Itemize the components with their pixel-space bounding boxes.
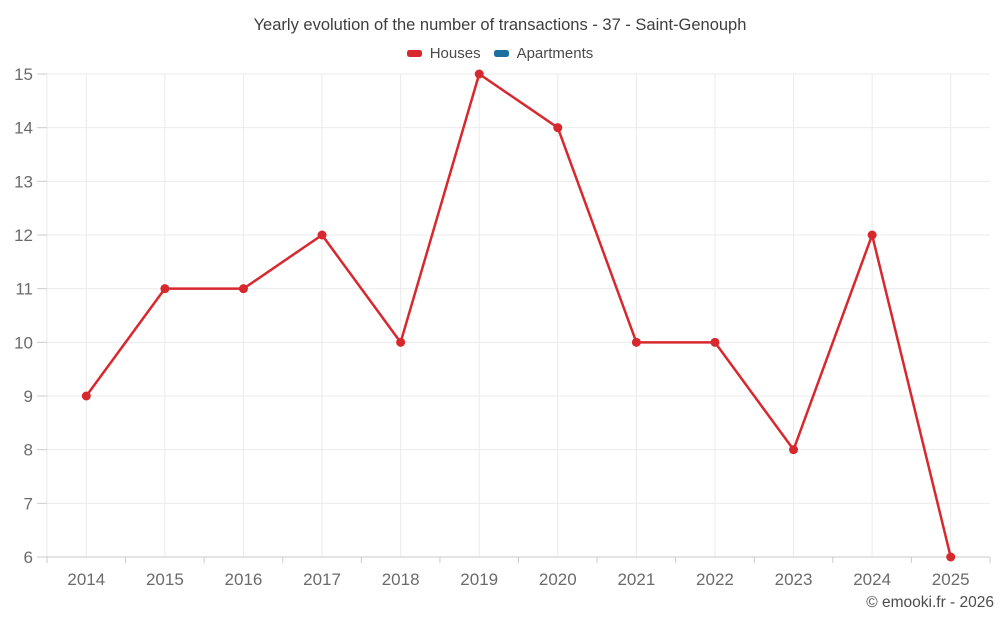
legend-item-apartments[interactable]: Apartments <box>493 45 594 62</box>
chart-title: Yearly evolution of the number of transa… <box>253 16 747 34</box>
data-point[interactable] <box>474 69 484 79</box>
x-axis-label: 2018 <box>382 570 420 589</box>
data-point[interactable] <box>81 391 91 401</box>
data-point[interactable] <box>160 284 170 294</box>
x-axis-label: 2022 <box>696 570 734 589</box>
data-point[interactable] <box>553 123 563 133</box>
y-axis-label: 14 <box>14 119 33 138</box>
x-axis-label: 2024 <box>853 570 891 589</box>
y-axis-label: 6 <box>24 548 33 567</box>
x-axis-label: 2016 <box>225 570 263 589</box>
x-axis-label: 2015 <box>146 570 184 589</box>
watermark: © emooki.fr - 2026 <box>866 594 994 611</box>
y-axis-label: 10 <box>14 333 33 352</box>
data-point[interactable] <box>238 284 248 294</box>
legend-item-houses[interactable]: Houses <box>406 45 481 62</box>
x-axis-label: 2020 <box>539 570 577 589</box>
y-axis-label: 12 <box>14 226 33 245</box>
y-axis-label: 15 <box>14 65 33 84</box>
data-point[interactable] <box>710 337 720 347</box>
houses-legend-label: Houses <box>429 45 481 62</box>
series-line-houses <box>85 72 952 559</box>
y-axis-label: 13 <box>14 172 33 191</box>
data-point[interactable] <box>867 230 877 240</box>
x-axis-label: 2017 <box>303 570 341 589</box>
data-point[interactable] <box>946 552 956 562</box>
x-axis-label: 2021 <box>617 570 655 589</box>
apartments-legend-swatch <box>493 50 509 57</box>
y-axis-label: 9 <box>24 387 33 406</box>
legend: Houses Apartments <box>0 45 1000 62</box>
x-axis-label: 2025 <box>932 570 970 589</box>
houses-legend-swatch <box>406 50 422 57</box>
data-point[interactable] <box>396 337 406 347</box>
y-axis-label: 8 <box>24 441 33 460</box>
apartments-legend-label: Apartments <box>516 45 594 62</box>
y-axis-label: 7 <box>24 494 33 513</box>
x-axis-label: 2019 <box>460 570 498 589</box>
data-point[interactable] <box>789 445 799 455</box>
y-axis-label: 11 <box>15 280 33 299</box>
x-axis-label: 2023 <box>775 570 813 589</box>
data-point[interactable] <box>317 230 327 240</box>
x-axis-label: 2014 <box>67 570 105 589</box>
data-point[interactable] <box>631 337 641 347</box>
